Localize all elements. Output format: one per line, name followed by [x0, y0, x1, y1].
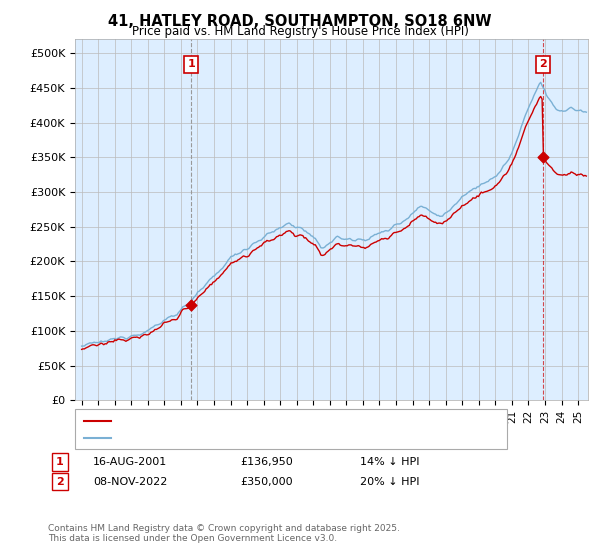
Text: 14% ↓ HPI: 14% ↓ HPI: [360, 457, 419, 467]
Text: 08-NOV-2022: 08-NOV-2022: [93, 477, 167, 487]
Text: £350,000: £350,000: [240, 477, 293, 487]
Text: 1: 1: [56, 457, 64, 467]
Point: [187, 301, 196, 310]
Text: 2: 2: [56, 477, 64, 487]
Text: 41, HATLEY ROAD, SOUTHAMPTON, SO18 6NW: 41, HATLEY ROAD, SOUTHAMPTON, SO18 6NW: [108, 14, 492, 29]
Text: 41, HATLEY ROAD, SOUTHAMPTON, SO18 6NW (detached house): 41, HATLEY ROAD, SOUTHAMPTON, SO18 6NW (…: [117, 416, 454, 426]
Text: Price paid vs. HM Land Registry's House Price Index (HPI): Price paid vs. HM Land Registry's House …: [131, 25, 469, 38]
Text: 16-AUG-2001: 16-AUG-2001: [93, 457, 167, 467]
Text: HPI: Average price, detached house, Southampton: HPI: Average price, detached house, Sout…: [117, 433, 380, 443]
Text: £136,950: £136,950: [240, 457, 293, 467]
Text: 1: 1: [187, 59, 195, 69]
Text: Contains HM Land Registry data © Crown copyright and database right 2025.
This d: Contains HM Land Registry data © Crown c…: [48, 524, 400, 543]
Text: 20% ↓ HPI: 20% ↓ HPI: [360, 477, 419, 487]
Point: [538, 153, 548, 162]
Text: 2: 2: [539, 59, 547, 69]
